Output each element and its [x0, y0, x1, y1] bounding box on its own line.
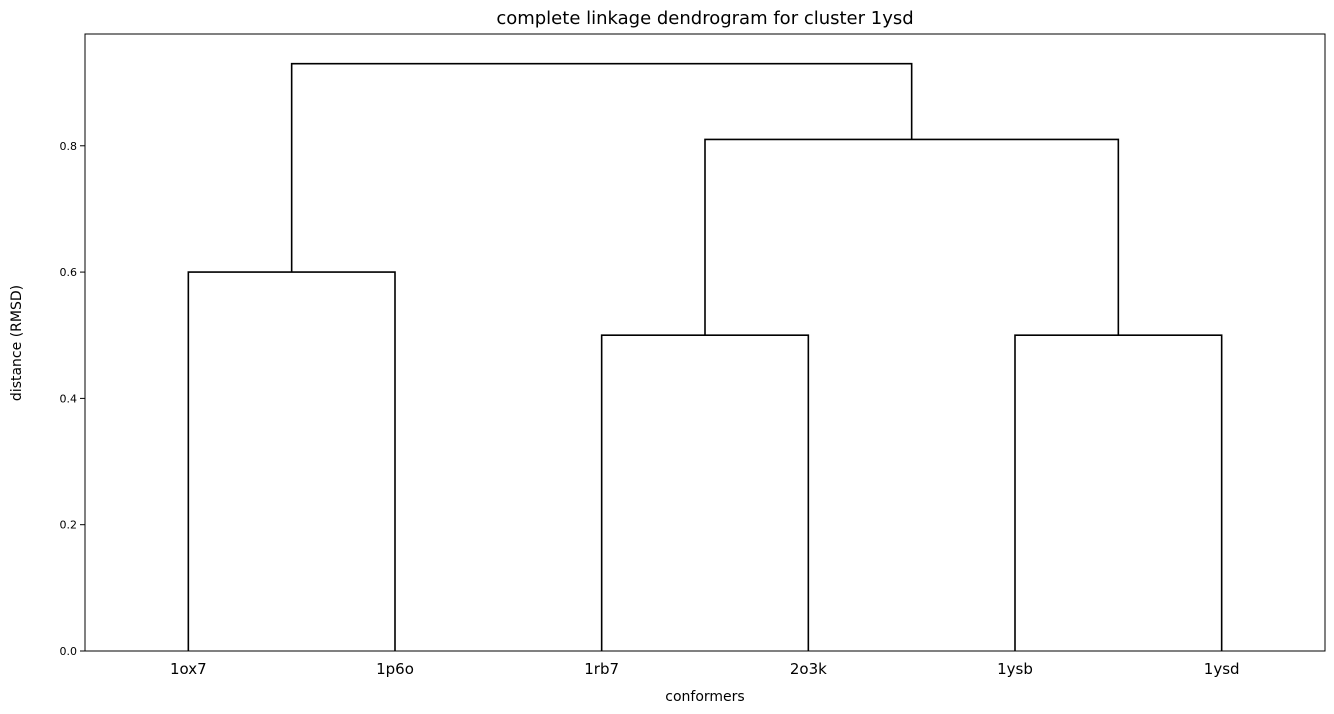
y-tick-label: 0.6	[60, 266, 78, 279]
x-axis-ticks: 1ox7 1p6o 1rb7 2o3k 1ysb 1ysd	[170, 660, 1240, 678]
dendrogram-links	[187, 62, 1223, 651]
dendrogram-link-1	[187, 271, 396, 651]
x-tick-label: 2o3k	[790, 660, 827, 678]
x-tick-label: 1ysd	[1204, 660, 1240, 678]
y-tick-label: 0.0	[60, 645, 78, 658]
y-tick-label: 0.4	[60, 392, 78, 405]
y-tick-label: 0.8	[60, 140, 78, 153]
plot-area	[84, 33, 1326, 652]
x-axis-label: conformers	[665, 689, 744, 705]
y-tick-label: 0.2	[60, 519, 78, 532]
y-axis-ticks: 0.0 0.2 0.4 0.6 0.8	[60, 140, 85, 658]
y-axis-label: distance (RMSD)	[9, 285, 25, 401]
x-tick-label: 1p6o	[376, 660, 414, 678]
x-tick-label: 1ox7	[170, 660, 207, 678]
chart-title: complete linkage dendrogram for cluster …	[496, 8, 913, 29]
x-tick-label: 1ysb	[997, 660, 1033, 678]
x-tick-label: 1rb7	[584, 660, 619, 678]
dendrogram-link-5	[290, 62, 913, 273]
dendrogram-link-4	[704, 138, 1120, 336]
